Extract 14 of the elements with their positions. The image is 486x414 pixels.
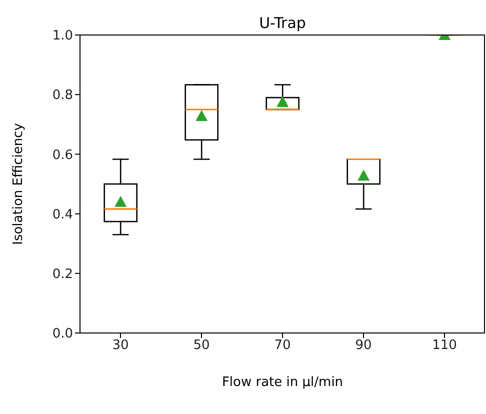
y-tick-label: 0.6 [52,148,73,163]
x-tick-label: 90 [355,338,372,354]
x-tick-label: 50 [193,338,210,354]
y-tick-label: 1.0 [52,28,73,44]
x-axis-title: Flow rate in μl/min [222,375,344,390]
y-tick-label: 0.0 [52,326,73,342]
y-tick-label: 0.4 [52,207,73,222]
y-tick-label: 0.2 [52,267,73,282]
y-tick-label: 0.8 [52,88,73,104]
x-tick-label: 30 [112,338,129,354]
y-axis-title: Isolation Efficiency [11,122,26,245]
x-tick-label: 110 [432,338,457,354]
chart-title: U-Trap [259,14,306,32]
x-tick-label: 70 [274,338,291,354]
